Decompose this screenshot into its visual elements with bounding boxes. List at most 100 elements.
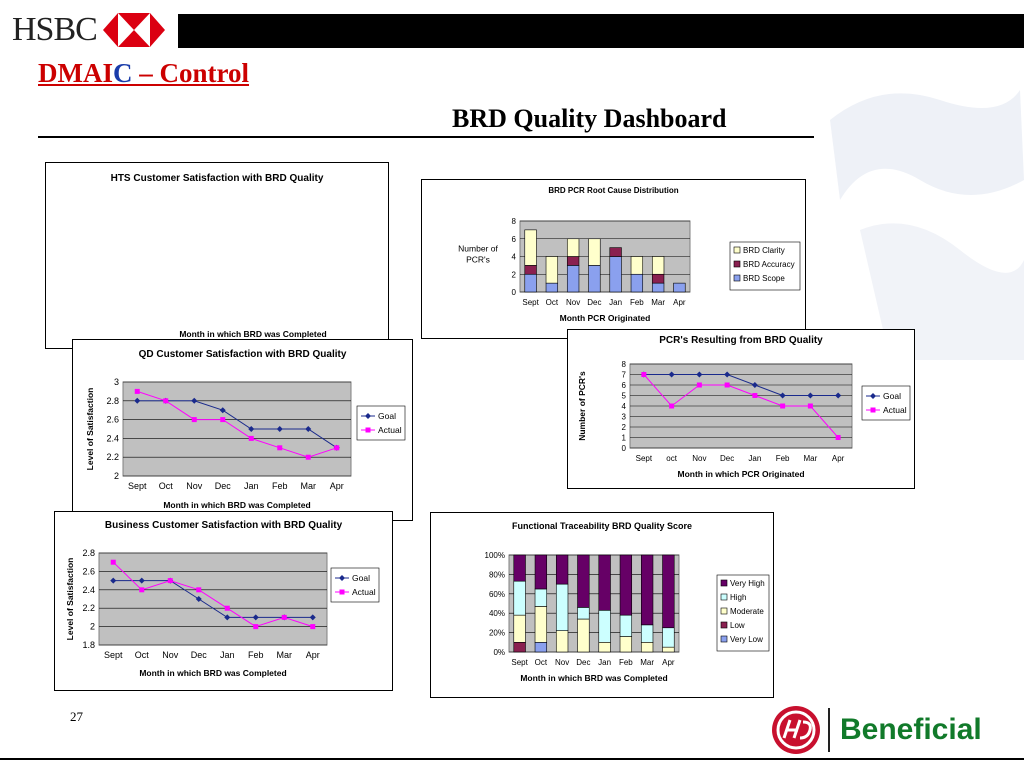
x-tick-label: Jan [220,650,235,660]
series-line-goal [643,374,839,396]
x-axis-label: Month PCR Originated [560,313,651,323]
x-tick-label: Sept [128,481,147,491]
y-tick-label: 2 [512,270,517,279]
bar-segment-brd-scope [609,256,622,293]
bar-segment-very-high [555,554,569,585]
y-tick-label: 6 [512,235,517,244]
background-map-decoration [830,90,1024,360]
data-point-goal [252,614,259,621]
bar-segment-brd-clarity [588,238,601,266]
bar-segment-high [577,607,590,620]
chart-panel-pcr: PCR's Resulting from BRD Quality 8 7 6 5 4 3 2 1… [567,329,915,489]
bar-segment-moderate [598,642,611,653]
bar-segment-high [555,583,569,631]
x-tick-label: Feb [776,454,790,463]
chart-panel-traceability: Functional Traceability BRD Quality Scor… [430,512,774,698]
y-tick-label: 2.6 [82,566,95,576]
title-underline [38,136,814,138]
chart-traceability: Functional Traceability BRD Quality Scor… [485,521,770,683]
bar-segment-moderate [619,636,633,653]
y-tick-label: 1 [622,434,627,443]
y-axis-label: Number of PCR's [577,371,587,441]
x-tick-label: Dec [191,650,208,660]
legend-swatch [720,635,728,643]
data-point-actual [334,445,340,451]
bar-segment-brd-scope [524,273,537,293]
bar-segment-brd-clarity [630,256,644,275]
bar-segment-brd-clarity [566,238,580,257]
data-point-goal [134,397,141,404]
legend-box [330,567,380,603]
y-tick-label: 2.4 [106,433,119,443]
x-tick-label: Feb [630,298,644,307]
x-tick-label: Dec [587,298,601,307]
legend-marker [365,427,371,433]
data-point-actual [139,587,145,593]
legend-label: Goal [378,411,396,421]
series-line-actual [643,374,839,438]
data-point-actual [110,559,116,565]
section-title: DMAIC – Control [38,58,249,89]
bar-segment-brd-clarity [651,256,665,275]
data-point-actual [310,624,316,630]
y-tick-label: 2.2 [106,452,119,462]
data-point-actual [253,624,259,630]
data-point-goal [835,392,842,399]
data-point-goal [668,371,675,378]
y-tick-label: 2.4 [82,585,95,595]
x-tick-label: Apr [673,298,686,307]
data-point-actual [669,403,675,409]
bar-segment-brd-scope [630,273,644,293]
legend-marker [365,413,371,419]
bar-segment-moderate [534,606,548,643]
x-tick-label: Sept [511,658,528,667]
beneficial-logo: Beneficial [770,704,982,756]
bar-segment-moderate [513,614,526,643]
legend-label: BRD Scope [743,274,785,283]
data-point-goal [807,392,814,399]
bar-segment-very-low [534,642,548,653]
chart-title: Business Customer Satisfaction with BRD … [105,520,343,531]
section-letter: C [113,58,133,88]
legend-label: Very Low [730,635,763,644]
x-tick-label: Nov [162,650,179,660]
chart-qd: QD Customer Satisfaction with BRD Qualit… [85,349,406,510]
x-tick-label: Feb [619,658,633,667]
y-tick-label: 4 [622,402,627,411]
data-point-actual [134,388,140,394]
bar-segment-brd-scope [673,282,686,293]
data-point-actual [163,398,169,404]
chart-title: PCR's Resulting from BRD Quality [659,335,823,346]
x-tick-label: Sept [522,298,539,307]
x-tick-label: Apr [832,454,845,463]
x-tick-label: Nov [566,298,580,307]
data-point-actual [305,454,311,460]
chart-business: Business Customer Satisfaction with BRD … [65,520,380,678]
data-point-goal [779,392,786,399]
chart-panel-rootcause: BRD PCR Root Cause Distribution 8 6 4 2 0 Sept… [421,179,806,339]
x-tick-label: Feb [248,650,264,660]
legend-swatch [733,246,741,254]
y-axis-label: PCR's [466,255,490,265]
bar-segment-very-high [619,554,633,616]
chart-hts: HTS Customer Satisfaction with BRD Quali… [111,173,327,339]
data-point-actual [752,393,758,398]
data-point-goal [276,426,283,432]
data-point-actual [224,605,230,611]
legend-label: BRD Clarity [743,246,785,255]
page-number: 27 [70,709,83,724]
logo-divider [828,708,830,752]
x-tick-label: Mar [277,650,293,660]
legend-marker [870,393,876,399]
y-tick-label: 4 [512,253,517,262]
x-axis-label: Month in which BRD was Completed [520,673,667,683]
hsbc-hexagon-icon [102,13,165,47]
bar-segment-very-high [577,554,590,608]
y-tick-label: 40% [489,609,505,618]
bar-segment-brd-accuracy [651,273,665,284]
x-tick-label: Dec [215,481,232,491]
x-axis-label: Month in which BRD was Completed [179,329,326,339]
x-tick-label: Oct [546,298,559,307]
data-point-goal [696,371,703,378]
y-tick-label: 5 [622,392,627,401]
